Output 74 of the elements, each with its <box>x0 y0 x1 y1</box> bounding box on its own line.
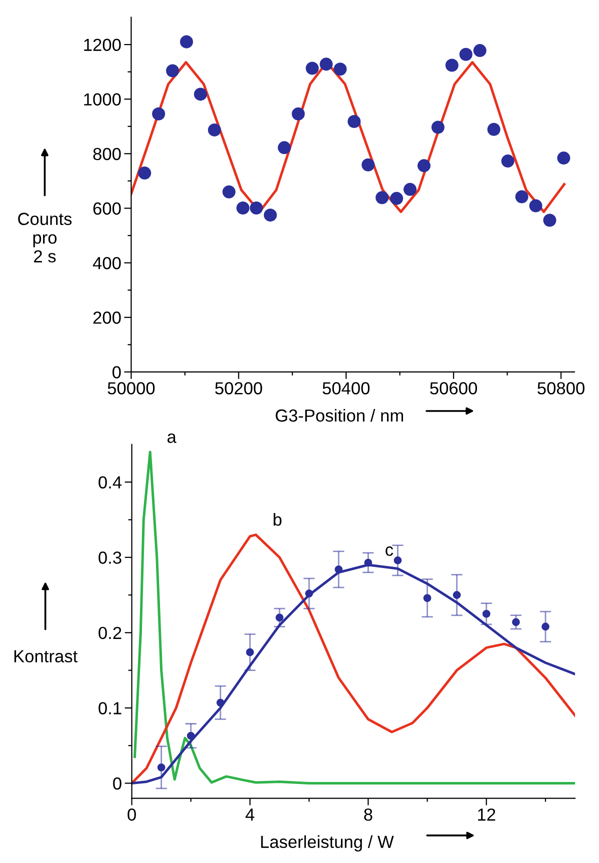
point <box>278 141 291 154</box>
x-tick-label: 50800 <box>538 382 584 394</box>
y-tick-label: 0 <box>113 777 122 790</box>
point <box>473 44 486 58</box>
point <box>264 208 277 222</box>
point <box>292 107 305 120</box>
point <box>216 698 224 707</box>
point <box>305 590 314 598</box>
point <box>557 152 570 165</box>
y-tick-label: 600 <box>93 202 121 215</box>
point <box>501 154 514 168</box>
point <box>543 214 556 227</box>
y-tick-label: 1000 <box>84 93 121 106</box>
point <box>404 182 417 196</box>
point <box>236 201 250 214</box>
point <box>250 201 263 214</box>
annotation: b <box>274 513 282 526</box>
point <box>423 594 432 602</box>
text: a <box>168 433 176 443</box>
point <box>417 159 431 172</box>
point <box>166 64 180 78</box>
point <box>487 122 500 136</box>
annotation: c <box>386 546 394 556</box>
y-tick-label: 1200 <box>84 38 121 52</box>
line-series <box>133 450 576 784</box>
point <box>334 62 347 76</box>
point <box>152 107 166 120</box>
x-tick-label: 50200 <box>215 382 262 394</box>
point <box>320 58 333 71</box>
point <box>364 558 372 567</box>
point <box>529 199 542 212</box>
point <box>431 120 444 134</box>
y-tick-label: 0 <box>112 366 121 378</box>
x-tick-label: 4 <box>246 808 254 821</box>
y-tick-label: 0.3 <box>98 552 122 564</box>
point <box>276 614 284 622</box>
point <box>459 48 472 61</box>
point <box>394 556 402 564</box>
y-tick-label: 0.4 <box>98 476 122 489</box>
x-tick-label: 0 <box>128 808 136 821</box>
point <box>515 190 528 204</box>
x-tick-label: 8 <box>364 808 372 821</box>
y-tick-label: 400 <box>92 256 121 270</box>
point <box>512 618 520 626</box>
point <box>390 192 404 205</box>
y-tick-label: 200 <box>93 312 121 324</box>
point <box>306 62 319 75</box>
point <box>208 123 221 136</box>
point <box>246 648 254 656</box>
x-axis-title: Laserleistung / W <box>261 835 394 852</box>
x-tick-label: 50400 <box>322 382 370 394</box>
y-axis-title: Counts pro 2 s <box>18 212 72 262</box>
x-axis-title: G3-Position / nm <box>276 408 404 422</box>
point <box>348 114 361 128</box>
point <box>222 185 236 198</box>
point <box>376 191 389 204</box>
point <box>180 35 194 48</box>
point <box>482 610 490 618</box>
x-tick-label: 50600 <box>430 382 478 394</box>
y-tick-label: 0.2 <box>98 626 122 640</box>
y-axis-title: Kontrast <box>14 650 78 662</box>
point <box>157 763 166 772</box>
y-tick-label: 0.1 <box>98 702 122 714</box>
point <box>186 732 195 740</box>
point <box>542 622 550 631</box>
y-tick-label: 800 <box>93 148 121 160</box>
x-tick-label: 50000 <box>108 382 155 394</box>
point <box>138 166 152 180</box>
point <box>452 591 461 599</box>
point <box>362 158 375 172</box>
point <box>334 565 343 574</box>
x-tick-label: 12 <box>478 808 496 821</box>
point <box>194 88 207 101</box>
point <box>445 58 458 72</box>
